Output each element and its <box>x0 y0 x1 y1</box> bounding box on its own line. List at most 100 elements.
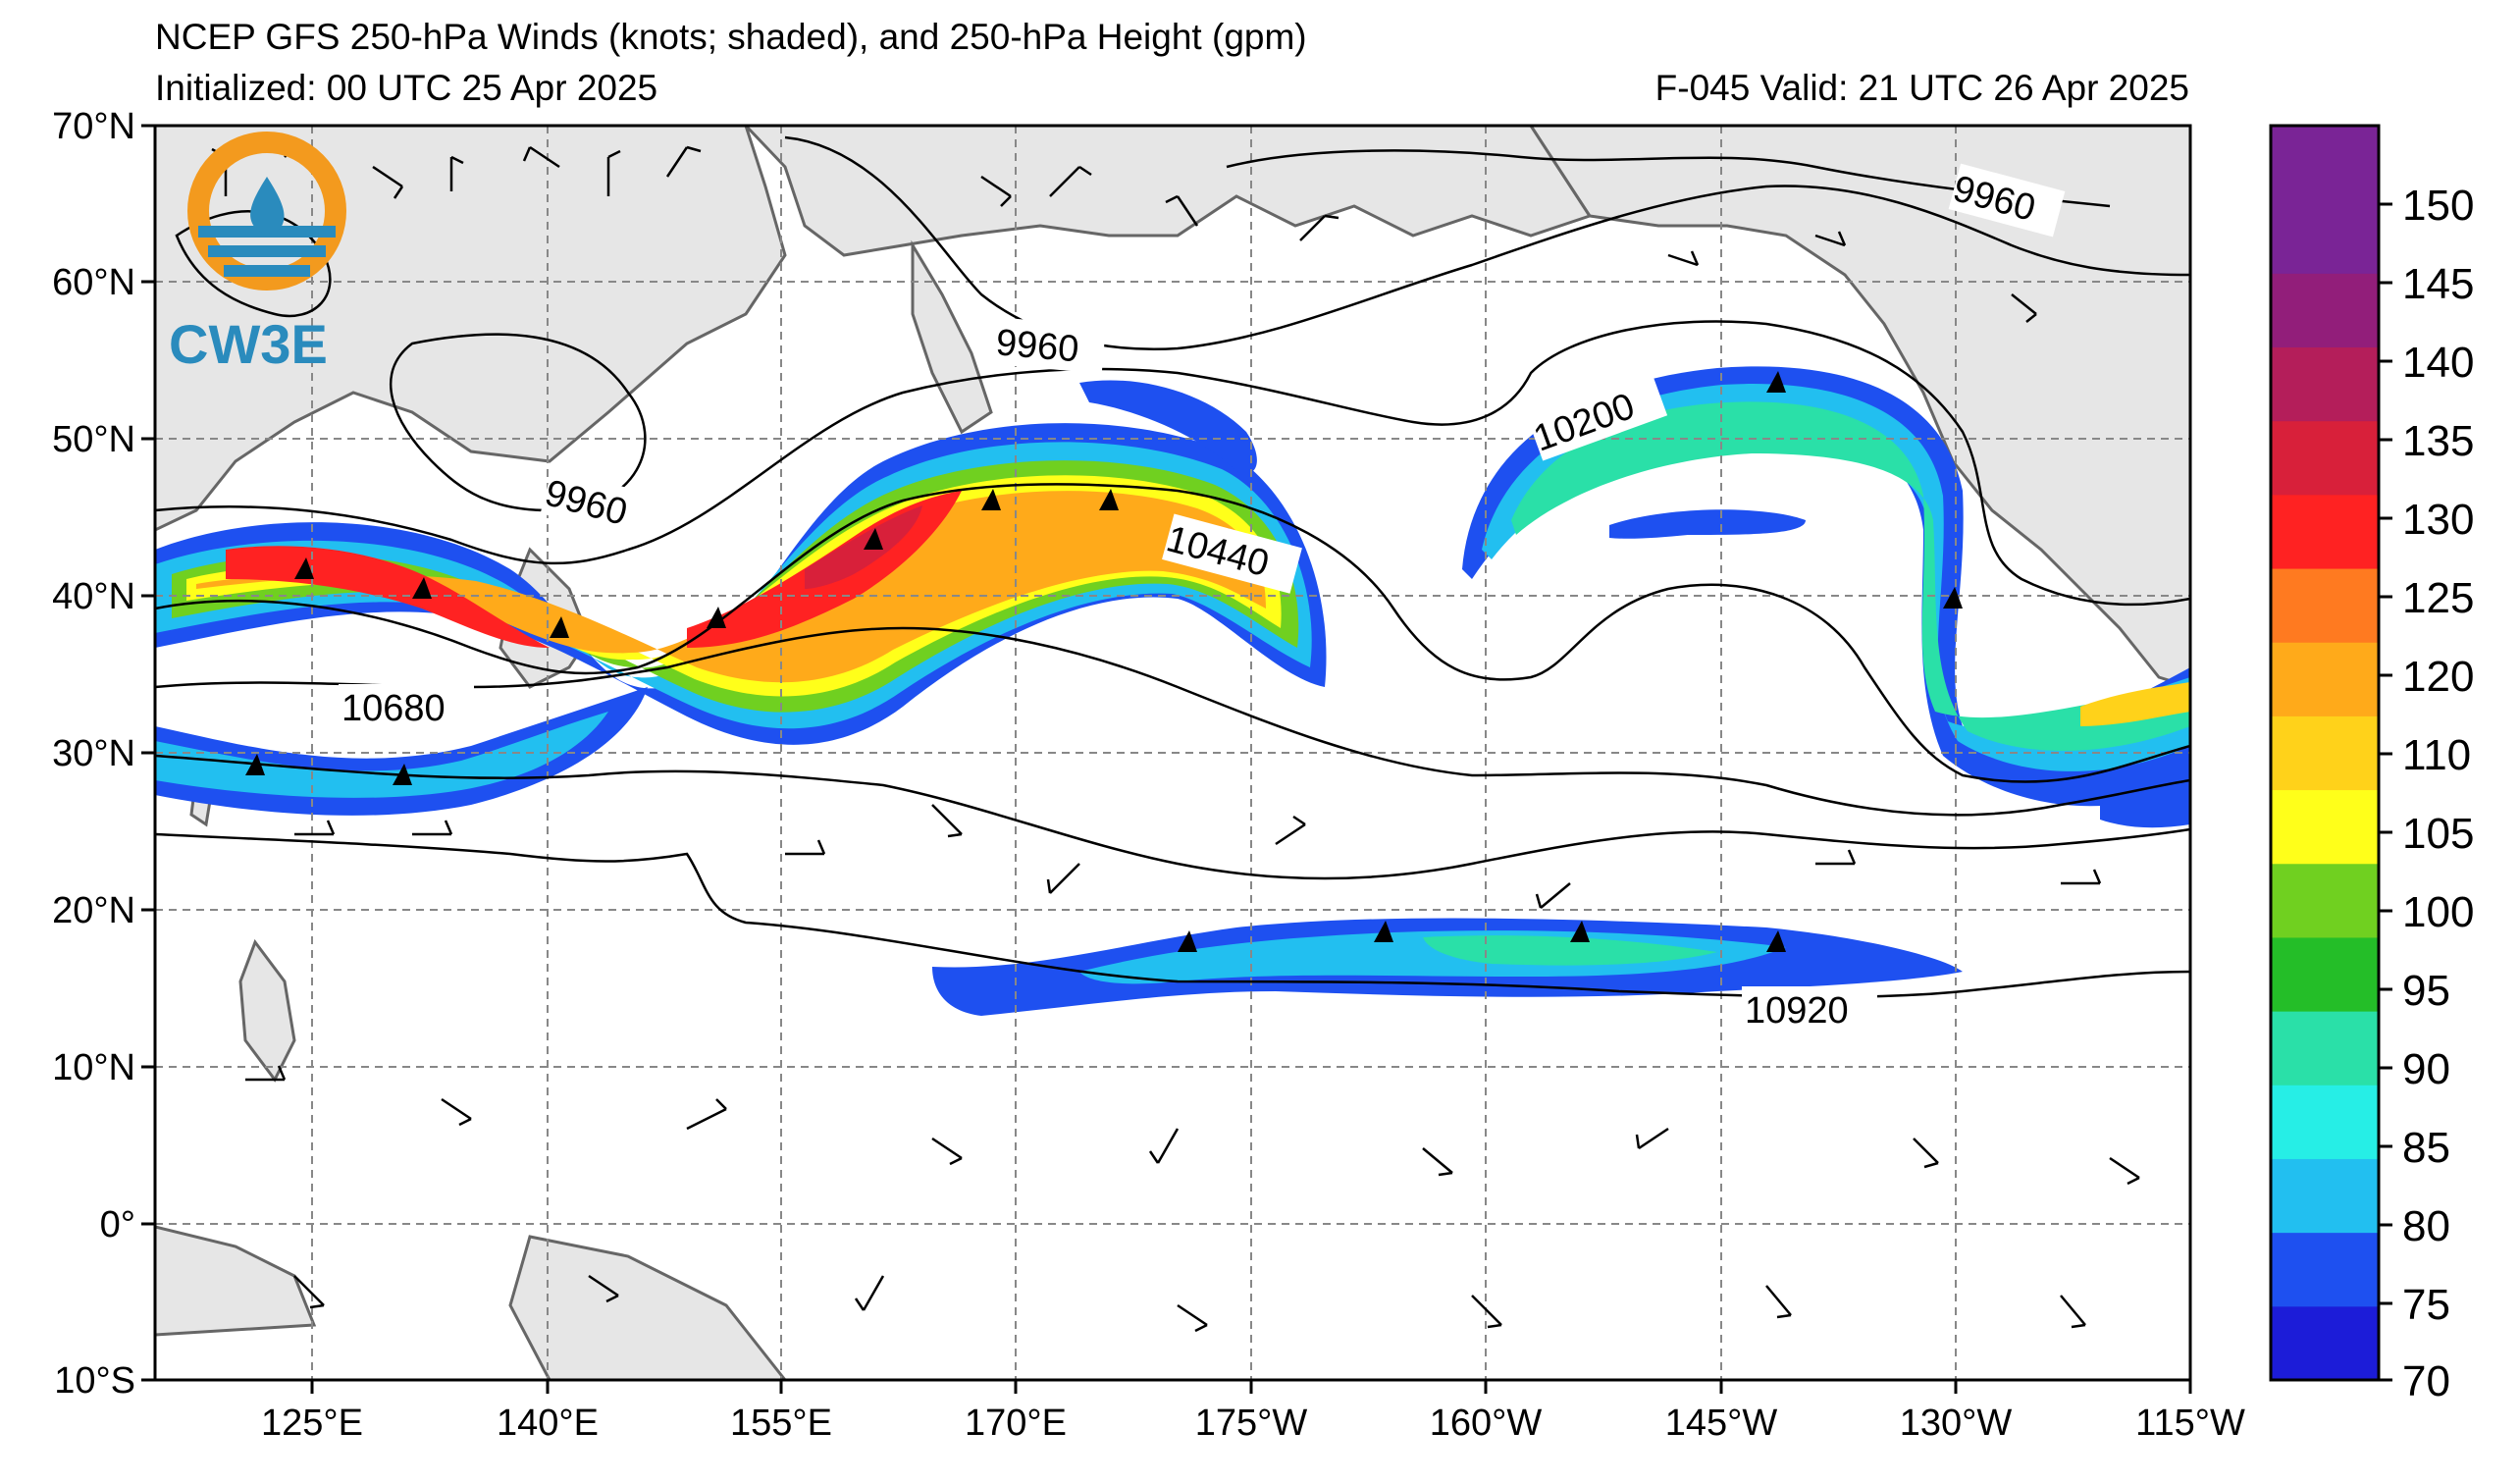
wind-barb <box>1667 250 1700 267</box>
wind-barb <box>1422 1147 1453 1177</box>
wind-flag <box>412 577 432 599</box>
lat-label: 30°N <box>52 733 135 774</box>
wind-barb <box>1765 1285 1792 1319</box>
colorbar-tick: 100 <box>2402 888 2474 936</box>
colorbar-labels: 150 145 140 135 130 125 120 110 105 100 … <box>2379 182 2474 1405</box>
wind-flag <box>707 607 726 628</box>
jet-main-orange <box>196 491 1266 683</box>
colorbar-tick: 75 <box>2402 1281 2450 1329</box>
wind-barb <box>1177 1303 1208 1333</box>
colorbar-tick: 95 <box>2402 967 2450 1015</box>
lon-label: 155°E <box>730 1403 832 1444</box>
jet-inner-streak <box>1609 509 1806 539</box>
jet-south-branch-cyan <box>155 712 608 798</box>
colorbar-swatch <box>2271 936 2379 1012</box>
contour-10680 <box>155 626 2190 817</box>
lon-axis: 125°E 140°E 155°E 170°E 175°W 160°W 145°… <box>261 1380 2245 1444</box>
wind-barb <box>522 145 560 169</box>
land-siberia-alaska <box>743 126 1593 257</box>
wind-barb <box>1165 194 1199 227</box>
wind-barb <box>1815 849 1857 866</box>
colorbar-swatch <box>2271 1085 2379 1159</box>
colorbar-tick: 90 <box>2402 1045 2450 1093</box>
colorbar <box>2271 126 2379 1381</box>
colorbar-swatch <box>2271 568 2379 643</box>
lon-label: 115°W <box>2135 1403 2245 1444</box>
wind-flag <box>981 489 1001 510</box>
colorbar-tick: 145 <box>2402 260 2474 308</box>
wind-barb <box>2061 869 2102 885</box>
colorbar-swatch <box>2271 789 2379 865</box>
wind-barbs <box>211 145 2140 1333</box>
wind-barb <box>931 804 963 838</box>
contour-label-9960-mid: 9960 <box>994 322 1080 370</box>
valid-time: F-045 Valid: 21 UTC 26 Apr 2025 <box>1654 68 2189 108</box>
colorbar-tick: 135 <box>2402 417 2474 465</box>
colorbar-tick: 125 <box>2402 574 2474 622</box>
wind-barb <box>1471 1295 1502 1329</box>
land-new-guinea <box>508 1235 787 1380</box>
lon-label: 175°W <box>1195 1403 1308 1444</box>
colorbar-tick: 130 <box>2402 496 2474 544</box>
wind-barb <box>854 1275 885 1311</box>
colorbar-swatch <box>2271 273 2379 348</box>
land-kamchatka <box>911 239 993 435</box>
lat-label: 50°N <box>52 419 135 460</box>
wind-barb <box>1046 863 1080 894</box>
droplet-icon <box>250 177 285 234</box>
wind-barb <box>686 1098 727 1131</box>
contour-label-10920: 10920 <box>1745 990 1849 1032</box>
wind-flag <box>294 557 314 579</box>
wind-flag <box>1178 930 1197 952</box>
wind-barb <box>1913 1138 1939 1169</box>
colorbar-swatch <box>2271 1011 2379 1086</box>
jet-main-magenta <box>805 505 922 589</box>
jet-ridge-yellow <box>2080 682 2190 726</box>
jet-subtropical-green <box>1423 935 1717 966</box>
lon-label: 170°E <box>965 1403 1067 1444</box>
colorbar-tick: 140 <box>2402 339 2474 387</box>
colorbar-swatch <box>2271 642 2379 716</box>
wind-flag <box>864 528 883 550</box>
wind-barb <box>294 820 336 836</box>
lon-label: 130°W <box>1900 1403 2013 1444</box>
colorbar-tick: 150 <box>2402 182 2474 230</box>
colorbar-swatch <box>2271 863 2379 938</box>
colorbar-swatch <box>2271 1158 2379 1234</box>
wind-barb <box>606 149 621 196</box>
cw3e-logo: CW3E <box>169 132 346 375</box>
wind-barb <box>931 1137 963 1166</box>
lat-label: 10°N <box>52 1047 135 1088</box>
wind-barb <box>2060 1295 2086 1329</box>
colorbar-tick: 120 <box>2402 653 2474 701</box>
wind-barb <box>2109 1156 2140 1186</box>
wind-flag <box>1099 489 1119 510</box>
contour-10440 <box>155 483 2190 783</box>
wind-barb <box>1299 214 1339 241</box>
wind-barb <box>1049 165 1092 197</box>
colorbar-swatch <box>2271 126 2379 200</box>
land-indonesia <box>155 1225 317 1337</box>
colorbar-swatch <box>2271 199 2379 274</box>
jet-north-streak <box>1079 380 1257 474</box>
wind-barb <box>449 155 464 191</box>
lon-label: 160°W <box>1430 1403 1543 1444</box>
wind-flag <box>1943 587 1963 609</box>
wind-flag <box>393 764 412 785</box>
lat-label: 60°N <box>52 262 135 303</box>
logo-text: CW3E <box>169 313 328 375</box>
colorbar-swatch <box>2271 420 2379 496</box>
lon-label: 140°E <box>497 1403 599 1444</box>
contour-9960-a <box>784 135 2190 350</box>
wind-flag <box>1766 371 1786 393</box>
wind-barb <box>412 820 453 836</box>
wind-barb <box>1275 815 1306 846</box>
contour-label-10680: 10680 <box>341 688 446 729</box>
lat-label: 20°N <box>52 890 135 931</box>
lon-label: 145°W <box>1665 1403 1778 1444</box>
wind-barb <box>785 839 826 856</box>
contour-10920 <box>155 832 2190 999</box>
wind-barb <box>293 1275 325 1309</box>
lon-label: 125°E <box>261 1403 363 1444</box>
colorbar-swatch <box>2271 1305 2379 1381</box>
